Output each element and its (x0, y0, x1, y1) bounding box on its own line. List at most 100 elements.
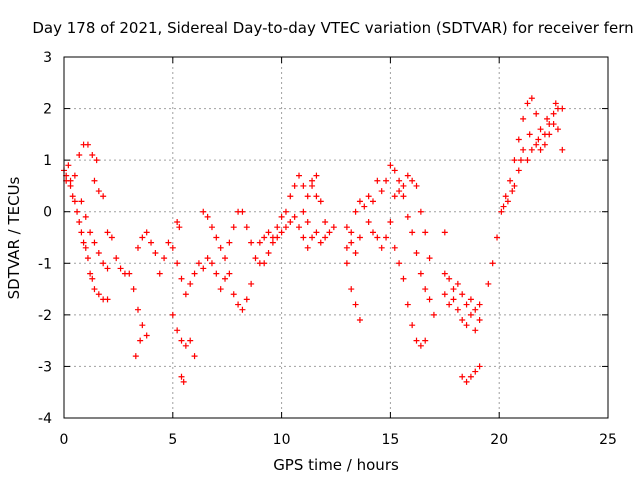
data-point (174, 260, 181, 267)
data-point (296, 224, 303, 231)
data-point (282, 208, 289, 215)
data-point (248, 239, 255, 246)
data-point (343, 244, 350, 251)
data-point (300, 234, 307, 241)
data-point (413, 182, 420, 189)
data-point (100, 193, 107, 200)
data-point (87, 229, 94, 236)
data-point (169, 244, 176, 251)
data-point (489, 260, 496, 267)
data-point (326, 229, 333, 236)
plot-frame (63, 56, 609, 419)
data-point (391, 167, 398, 174)
data-point (509, 188, 516, 195)
data-point (500, 203, 507, 210)
data-point (467, 373, 474, 380)
data-point (300, 208, 307, 215)
data-point (313, 172, 320, 179)
data-point (174, 219, 181, 226)
data-point (348, 286, 355, 293)
data-point (84, 141, 91, 148)
data-point (178, 337, 185, 344)
y-axis-label: SDTVAR / TECUs (5, 176, 23, 299)
data-point (322, 219, 329, 226)
data-point (143, 229, 150, 236)
data-point (369, 198, 376, 205)
data-point (213, 270, 220, 277)
data-point (287, 193, 294, 200)
data-point (161, 255, 168, 262)
data-point (422, 229, 429, 236)
data-point (76, 151, 83, 158)
data-point (450, 286, 457, 293)
y-tick-label: -4 (38, 411, 52, 427)
data-point (226, 270, 233, 277)
data-point (113, 255, 120, 262)
data-point (391, 193, 398, 200)
data-point (422, 286, 429, 293)
data-point (269, 239, 276, 246)
chart-title: Day 178 of 2021, Sidereal Day-to-day VTE… (32, 19, 633, 37)
data-point (343, 260, 350, 267)
data-point (89, 151, 96, 158)
data-point (78, 198, 85, 205)
data-point (235, 301, 242, 308)
data-point (422, 337, 429, 344)
y-tick-label: -2 (38, 308, 52, 324)
data-point (169, 311, 176, 318)
data-point (537, 126, 544, 133)
data-point (104, 265, 111, 272)
data-point (441, 229, 448, 236)
data-point (182, 342, 189, 349)
data-point (71, 172, 78, 179)
data-point (511, 157, 518, 164)
data-point (91, 239, 98, 246)
data-point (441, 270, 448, 277)
data-point (365, 193, 372, 200)
data-point (291, 182, 298, 189)
data-point (365, 219, 372, 226)
data-point (304, 193, 311, 200)
data-point (463, 322, 470, 329)
data-point (378, 244, 385, 251)
data-point (274, 224, 281, 231)
data-point (139, 322, 146, 329)
x-tick-label: 5 (168, 432, 177, 448)
data-point (559, 146, 566, 153)
data-point (222, 255, 229, 262)
data-point (430, 311, 437, 318)
data-point (222, 275, 229, 282)
data-point (417, 208, 424, 215)
data-point (317, 198, 324, 205)
data-point (134, 244, 141, 251)
data-point (463, 378, 470, 385)
data-point (409, 322, 416, 329)
data-point (208, 224, 215, 231)
data-point (195, 260, 202, 267)
data-point (356, 317, 363, 324)
data-point (550, 110, 557, 117)
data-point (400, 275, 407, 282)
data-point (200, 208, 207, 215)
data-point (200, 265, 207, 272)
data-point (454, 306, 461, 313)
grid-lines (64, 57, 608, 418)
data-point (400, 193, 407, 200)
data-point (417, 342, 424, 349)
data-point (502, 193, 509, 200)
data-point (472, 368, 479, 375)
data-point (78, 229, 85, 236)
data-point (356, 198, 363, 205)
data-point (91, 177, 98, 184)
data-point (322, 234, 329, 241)
data-point (217, 286, 224, 293)
data-point (248, 280, 255, 287)
data-point (191, 353, 198, 360)
data-point (243, 224, 250, 231)
data-point (187, 280, 194, 287)
data-point (95, 188, 102, 195)
data-point (313, 229, 320, 236)
y-tick-label: 2 (43, 102, 52, 118)
data-point (100, 260, 107, 267)
